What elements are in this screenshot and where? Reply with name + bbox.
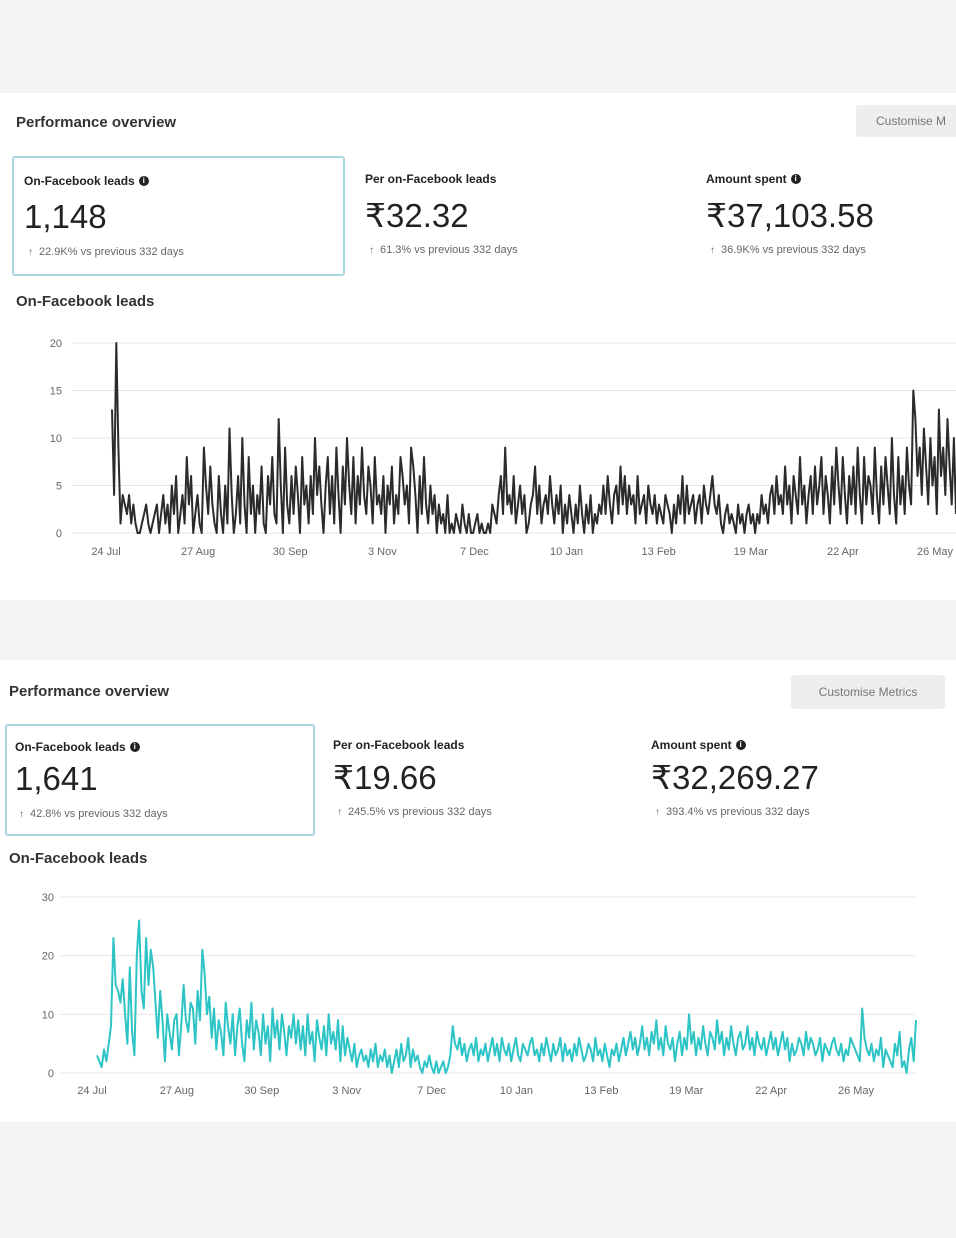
x-tick-label: 10 Jan	[500, 1085, 533, 1097]
metric-label: Per on-Facebook leads	[333, 738, 464, 752]
series-line	[96, 919, 917, 1074]
arrow-up-icon: ↑	[655, 806, 660, 818]
y-tick-label: 10	[42, 1009, 54, 1021]
metric-label: On-Facebook leads i	[24, 174, 149, 188]
x-tick-label: 27 Aug	[160, 1085, 194, 1097]
x-tick-label: 27 Aug	[181, 546, 215, 558]
x-tick-label: 24 Jul	[77, 1085, 106, 1097]
x-tick-label: 19 Mar	[734, 546, 769, 558]
x-tick-label: 22 Apr	[827, 546, 859, 558]
x-tick-label: 7 Dec	[460, 546, 489, 558]
metric-card-cost-per-lead[interactable]: Per on-Facebook leads ₹19.66 ↑ 245.5% vs …	[325, 724, 635, 836]
x-tick-label: 3 Nov	[332, 1085, 361, 1097]
metric-change: ↑ 245.5% vs previous 332 days	[337, 806, 492, 818]
metric-value: ₹32.32	[365, 197, 469, 234]
y-tick-label: 15	[50, 386, 62, 398]
metric-label-text: On-Facebook leads	[15, 740, 126, 754]
x-tick-label: 13 Feb	[642, 546, 676, 558]
metric-label: Per on-Facebook leads	[365, 172, 496, 186]
metric-card-amount-spent[interactable]: Amount spent i ₹37,103.58 ↑ 36.9K% vs prev…	[696, 156, 956, 276]
metric-label: On-Facebook leads i	[15, 740, 140, 754]
info-icon[interactable]: i	[129, 742, 140, 752]
metric-label-text: On-Facebook leads	[24, 174, 135, 188]
metric-label-text: Amount spent	[706, 172, 787, 186]
info-icon[interactable]: i	[735, 740, 746, 750]
y-tick-label: 0	[48, 1068, 54, 1080]
metric-change-text: 22.9K% vs previous 332 days	[39, 246, 184, 258]
arrow-up-icon: ↑	[19, 808, 24, 820]
y-tick-label: 20	[50, 338, 62, 350]
metric-card-leads[interactable]: On-Facebook leads i 1,148 ↑ 22.9K% vs prev…	[12, 156, 345, 276]
metric-change-text: 42.8% vs previous 332 days	[30, 808, 168, 820]
x-tick-label: 3 Nov	[368, 546, 397, 558]
metric-change-text: 245.5% vs previous 332 days	[348, 806, 492, 818]
metric-change: ↑ 22.9K% vs previous 332 days	[28, 246, 184, 258]
x-tick-label: 30 Sep	[273, 546, 308, 558]
arrow-up-icon: ↑	[337, 806, 342, 818]
metric-label-text: Per on-Facebook leads	[365, 172, 497, 186]
info-icon[interactable]: i	[138, 176, 149, 186]
metric-card-leads[interactable]: On-Facebook leads i 1,641 ↑ 42.8% vs previ…	[5, 724, 315, 836]
metric-change: ↑ 42.8% vs previous 332 days	[19, 808, 168, 820]
x-tick-label: 24 Jul	[91, 546, 120, 558]
x-tick-label: 22 Apr	[755, 1085, 787, 1097]
metric-label: Amount spent i	[651, 738, 746, 752]
customise-metrics-button[interactable]: Customise Metrics	[791, 675, 945, 709]
metric-change: ↑ 393.4% vs previous 332 days	[655, 806, 810, 818]
metric-value: ₹37,103.58	[706, 197, 874, 234]
arrow-up-icon: ↑	[710, 244, 715, 256]
metric-value: ₹19.66	[333, 759, 437, 796]
arrow-up-icon: ↑	[28, 246, 33, 258]
x-tick-label: 26 May	[917, 546, 954, 558]
metric-change-text: 36.9K% vs previous 332 days	[721, 244, 866, 256]
metric-change: ↑ 36.9K% vs previous 332 days	[710, 244, 866, 256]
x-tick-label: 7 Dec	[417, 1085, 446, 1097]
leads-line-chart[interactable]: 0 5 10 15 20 24 Jul 27 Aug 30 Sep 3 Nov 7 Dec 10 J…	[0, 323, 956, 563]
metric-change-text: 393.4% vs previous 332 days	[666, 806, 810, 818]
metric-value: 1,148	[24, 198, 107, 235]
series-line	[111, 342, 956, 534]
x-tick-label: 19 Mar	[669, 1085, 704, 1097]
performance-panel-1: Performance overview Customise M On-Face…	[0, 93, 956, 600]
chart-title: On-Facebook leads	[16, 293, 155, 310]
x-tick-label: 30 Sep	[244, 1085, 279, 1097]
metric-card-cost-per-lead[interactable]: Per on-Facebook leads ₹32.32 ↑ 61.3% vs p…	[355, 156, 688, 276]
customise-metrics-button[interactable]: Customise M	[856, 105, 956, 137]
metric-card-amount-spent[interactable]: Amount spent i ₹32,269.27 ↑ 393.4% vs prev…	[643, 724, 953, 836]
x-tick-label: 13 Feb	[584, 1085, 618, 1097]
metric-change-text: 61.3% vs previous 332 days	[380, 244, 518, 256]
x-tick-label: 26 May	[838, 1085, 875, 1097]
y-tick-label: 0	[56, 528, 62, 540]
info-icon[interactable]: i	[790, 174, 801, 184]
metric-value: 1,641	[15, 760, 98, 797]
metric-label-text: Per on-Facebook leads	[333, 738, 465, 752]
performance-panel-2: Performance overview Customise Metrics O…	[0, 660, 956, 1122]
metric-change: ↑ 61.3% vs previous 332 days	[369, 244, 518, 256]
panel-title: Performance overview	[16, 114, 177, 131]
y-tick-label: 5	[56, 481, 62, 493]
panel-title: Performance overview	[9, 683, 170, 700]
x-tick-label: 10 Jan	[550, 546, 583, 558]
y-tick-label: 30	[42, 892, 54, 904]
metric-label-text: Amount spent	[651, 738, 732, 752]
y-tick-label: 10	[50, 433, 62, 445]
y-tick-label: 20	[42, 951, 54, 963]
chart-title: On-Facebook leads	[9, 850, 148, 867]
arrow-up-icon: ↑	[369, 244, 374, 256]
metric-value: ₹32,269.27	[651, 759, 819, 796]
metric-label: Amount spent i	[706, 172, 801, 186]
leads-line-chart[interactable]: 0 10 20 30 24 Jul 27 Aug 30 Sep 3 Nov 7 Dec 10 Ja…	[0, 880, 956, 1100]
